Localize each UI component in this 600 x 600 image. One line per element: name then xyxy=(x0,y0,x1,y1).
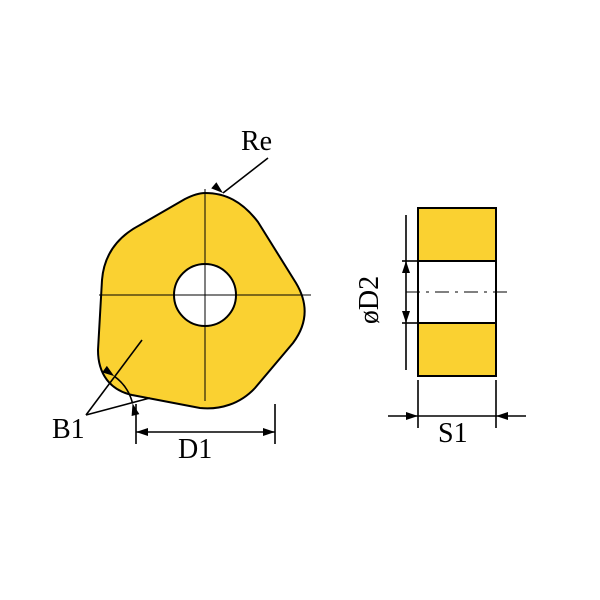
svg-text:D1: D1 xyxy=(178,434,212,465)
svg-text:øD2: øD2 xyxy=(354,276,385,324)
svg-text:Re: Re xyxy=(241,126,272,157)
insert-top-view xyxy=(98,189,311,408)
dim-re xyxy=(211,158,268,196)
svg-text:B1: B1 xyxy=(52,414,85,445)
insert-side-view xyxy=(406,208,508,376)
svg-text:S1: S1 xyxy=(438,418,468,449)
